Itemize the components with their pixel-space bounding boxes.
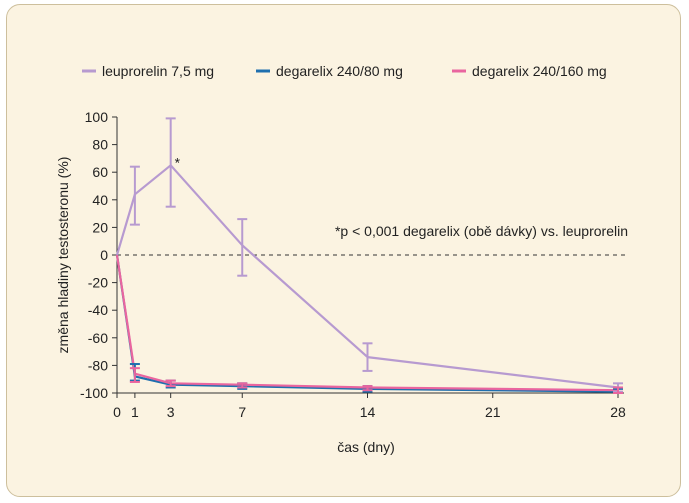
y-tick-label: 100 xyxy=(85,109,109,125)
y-tick-label: 60 xyxy=(92,164,108,180)
series-lines xyxy=(115,164,619,393)
legend: leuprorelin 7,5 mg degarelix 240/80 mg deg… xyxy=(82,63,607,79)
y-tick-label: -40 xyxy=(88,302,108,318)
legend-item-2: degarelix 240/160 mg xyxy=(452,63,607,79)
x-tick-label: 28 xyxy=(610,404,626,420)
x-tick-label: 3 xyxy=(167,404,175,420)
y-tick-label: 20 xyxy=(92,219,108,235)
x-tick-label: 0 xyxy=(113,404,121,420)
error-bar-series-0 xyxy=(129,165,140,226)
error-bar-series-2 xyxy=(362,385,373,392)
significance-annotation: *p < 0,001 degarelix (obě dávky) vs. leu… xyxy=(335,223,628,239)
y-tick-label: 80 xyxy=(92,137,108,153)
legend-label: degarelix 240/80 mg xyxy=(276,63,403,79)
error-bar-series-2 xyxy=(237,382,248,389)
series-line-2 xyxy=(115,254,619,392)
error-bar-series-2 xyxy=(165,379,176,388)
x-axis-label: čas (dny) xyxy=(337,439,395,455)
y-axis-label: změna hladiny testosteronu (%) xyxy=(55,157,71,354)
legend-item-1: degarelix 240/80 mg xyxy=(256,63,403,79)
y-tick-label: -80 xyxy=(88,357,108,373)
significance-marker: * xyxy=(175,154,181,170)
error-bar-series-0 xyxy=(165,117,176,208)
series-line-0 xyxy=(115,164,619,389)
error-bar-series-0 xyxy=(362,342,373,372)
y-tick-label: -60 xyxy=(88,330,108,346)
legend-label: leuprorelin 7,5 mg xyxy=(102,63,214,79)
x-tick-label: 21 xyxy=(485,404,501,420)
x-tick-label: 1 xyxy=(131,404,139,420)
y-tick-label: 40 xyxy=(92,192,108,208)
y-tick-label: 0 xyxy=(100,247,108,263)
y-tick-label: -20 xyxy=(88,275,108,291)
y-tick-label: -100 xyxy=(80,385,108,401)
error-bar-series-0 xyxy=(237,218,248,277)
error-bar-series-2 xyxy=(129,367,140,383)
legend-label: degarelix 240/160 mg xyxy=(472,63,607,79)
legend-item-0: leuprorelin 7,5 mg xyxy=(82,63,214,79)
error-bars xyxy=(129,117,623,394)
x-tick-label: 7 xyxy=(238,404,246,420)
error-bar-series-2 xyxy=(613,386,623,394)
x-tick-label: 14 xyxy=(360,404,376,420)
